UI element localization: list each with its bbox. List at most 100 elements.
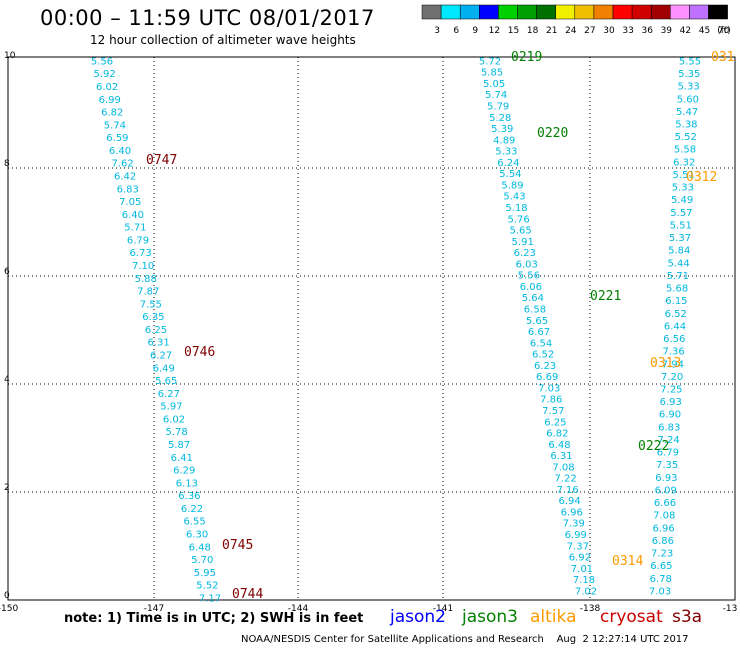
- track-middle-value: 6.67: [528, 327, 550, 338]
- track-right-value: 6.44: [664, 321, 686, 332]
- track-middle-value: 6.94: [559, 496, 581, 507]
- track-left-value: 6.82: [101, 108, 123, 119]
- track-middle-value: 6.52: [532, 350, 554, 361]
- track-right-value: 7.24: [657, 435, 679, 446]
- legend-s3a: s3a: [672, 607, 703, 627]
- track-right-value: 6.93: [655, 473, 677, 484]
- track-middle-value: 6.23: [514, 248, 536, 259]
- y-tick-label: 8: [4, 159, 10, 169]
- track-right-value: 5.33: [672, 183, 694, 194]
- track-middle-value: 5.39: [491, 124, 513, 135]
- scale-label: 21: [546, 26, 557, 36]
- pass-time-label: 0221: [590, 289, 621, 304]
- color-scale-legend: 3 6 9 12 15 18 21 24 27 30 33 36 39 42 45 70(ft): [421, 4, 731, 36]
- track-left-value: 6.83: [117, 184, 139, 195]
- track-middle-value: 6.03: [516, 259, 538, 270]
- legend-cryosat: cryosat: [600, 607, 663, 627]
- scale-label: 70: [718, 26, 730, 36]
- track-right-value: 6.65: [650, 561, 672, 572]
- track-left-value: 7.10: [132, 261, 154, 272]
- track-middle-value: 6.23: [534, 361, 556, 372]
- scale-label: 12: [489, 26, 500, 36]
- track-middle-value: 6.92: [569, 553, 591, 564]
- track-middle-value: 6.69: [536, 372, 558, 383]
- x-tick-label: -150: [0, 604, 18, 614]
- track-middle-value: 7.37: [567, 541, 589, 552]
- scale-label: 24: [565, 26, 577, 36]
- track-left-value: 6.59: [106, 133, 128, 144]
- track-middle-value: 6.25: [544, 417, 566, 428]
- track-middle-value: 5.72: [479, 56, 501, 67]
- scale-label: 3: [434, 26, 440, 36]
- track-middle-value: 6.82: [546, 429, 568, 440]
- credit-line: NOAA/NESDIS Center for Satellite Applica…: [241, 634, 689, 645]
- track-left-value: 6.27: [150, 350, 172, 361]
- track-right-value: 6.90: [659, 410, 681, 421]
- track-right-value: 6.09: [655, 485, 677, 496]
- track-right-value: 5.60: [677, 94, 699, 105]
- track-left-value: 6.13: [176, 478, 198, 489]
- track-left-value: 6.40: [122, 210, 144, 221]
- track-left-value: 5.65: [155, 376, 177, 387]
- track-right-value: 5.35: [678, 69, 700, 80]
- scale-label: 27: [584, 26, 595, 36]
- track-right-value: 5.58: [674, 145, 696, 156]
- track-middle-value: 5.91: [512, 237, 534, 248]
- pass-time-label: 0314: [612, 554, 643, 569]
- track-middle-value: 6.24: [497, 158, 519, 169]
- track-left-value: 6.25: [145, 325, 167, 336]
- track-middle-value: 5.85: [481, 68, 503, 79]
- pass-time-label: 031: [711, 50, 734, 65]
- legend-jason3: jason3: [462, 607, 518, 627]
- track-left-value: 6.99: [99, 95, 121, 106]
- track-middle-value: 7.08: [552, 462, 574, 473]
- track-left-value: 6.48: [189, 542, 211, 553]
- track-left-value: 5.95: [194, 568, 216, 579]
- track-right-value: 5.51: [672, 170, 694, 181]
- track-left-value: 5.97: [160, 402, 182, 413]
- track-right-value: 5.55: [679, 56, 701, 67]
- track-right-value: 7.23: [651, 549, 673, 560]
- scale-label: 30: [603, 26, 615, 36]
- track-right-value: 5.47: [676, 107, 698, 118]
- track-right-value: 7.03: [649, 586, 671, 597]
- track-right-value: 7.25: [660, 385, 682, 396]
- track-middle-value: 5.65: [510, 226, 532, 237]
- track-left-value: 5.70: [191, 555, 213, 566]
- track-left-value: 6.31: [147, 338, 169, 349]
- track-middle-value: 5.54: [499, 169, 521, 180]
- track-left-value: 5.56: [91, 56, 113, 67]
- track-left-value: 6.40: [109, 146, 131, 157]
- track-right-value: 7.94: [662, 359, 684, 370]
- track-left-value: 7.05: [119, 197, 141, 208]
- track-left-value: 5.74: [104, 120, 126, 131]
- y-tick-label: 2: [4, 483, 10, 493]
- track-right-value: 7.20: [661, 372, 683, 383]
- track-middle-value: 4.89: [493, 135, 515, 146]
- track-right-value: 5.49: [671, 195, 693, 206]
- pass-time-label: 0744: [232, 587, 263, 602]
- pass-time-label: 0745: [222, 538, 253, 553]
- scale-label: 45: [699, 26, 710, 36]
- track-middle-value: 7.57: [542, 406, 564, 417]
- track-middle-value: 5.28: [489, 113, 511, 124]
- y-tick-label: 4: [4, 375, 10, 385]
- track-left-value: 5.78: [165, 427, 187, 438]
- track-left-value: 7.55: [140, 299, 162, 310]
- pass-time-label: 0222: [638, 439, 669, 454]
- track-right-value: 5.71: [667, 271, 689, 282]
- track-left-value: 7.62: [111, 159, 133, 170]
- track-left-value: 5.92: [93, 69, 115, 80]
- pass-time-label: 0746: [184, 345, 215, 360]
- track-right-value: 5.52: [675, 132, 697, 143]
- track-left-value: 6.30: [186, 529, 208, 540]
- plot-frame: [7, 56, 736, 601]
- x-tick-label: -13: [723, 604, 738, 614]
- track-middle-value: 6.96: [561, 507, 583, 518]
- track-right-value: 6.96: [652, 523, 674, 534]
- track-left-value: 5.88: [135, 274, 157, 285]
- track-middle-value: 6.54: [530, 338, 552, 349]
- track-middle-value: 5.79: [487, 102, 509, 113]
- track-right-value: 6.56: [663, 334, 685, 345]
